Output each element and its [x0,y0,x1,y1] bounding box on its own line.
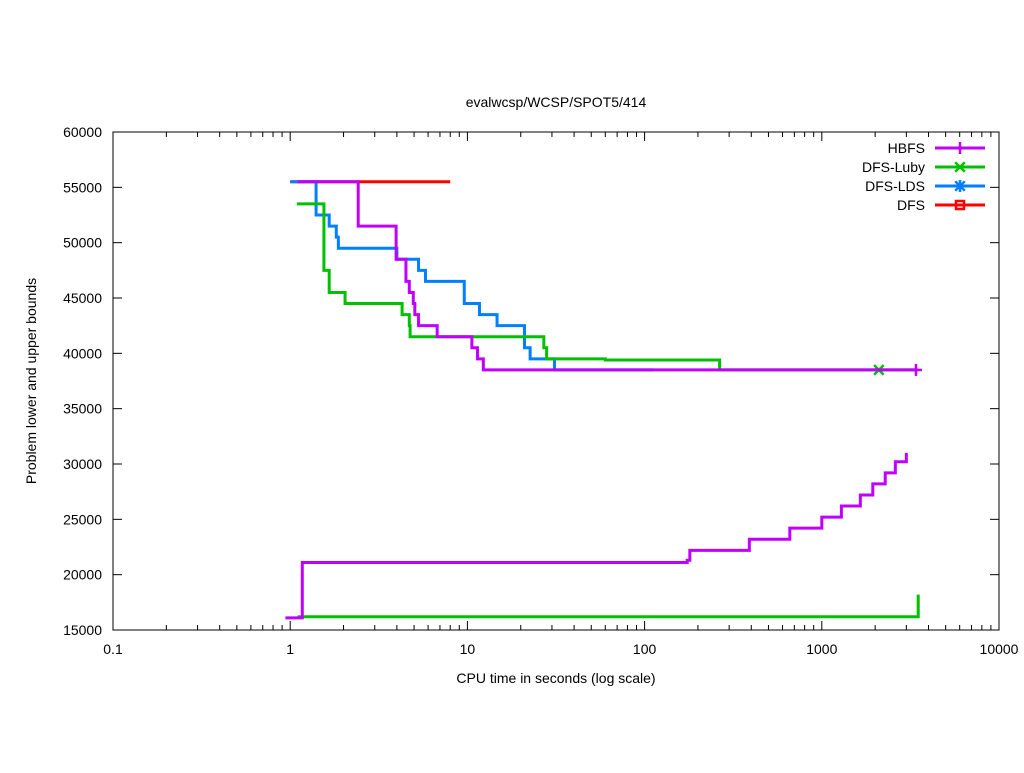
x-tick-label: 10 [460,641,476,657]
y-tick-label: 15000 [63,622,102,638]
marker-stroke [954,199,966,211]
x-tick-label: 100 [633,641,657,657]
y-tick-label: 50000 [63,235,102,251]
legend-marker-cross-icon [954,161,966,173]
x-tick-label: 1000 [806,641,837,657]
y-tick-label: 60000 [63,124,102,140]
y-tick-label: 30000 [63,456,102,472]
y-tick-label: 45000 [63,290,102,306]
x-axis-label: CPU time in seconds (log scale) [456,670,655,686]
dfs-luby-lower-bound-line [297,594,920,619]
y-tick-label: 20000 [63,567,102,583]
hbfs-lower-bound-line [285,452,908,620]
legend-label-dfs-luby: DFS-Luby [862,159,925,175]
legend-label-dfs: DFS [897,197,925,213]
legend-label-dfs-lds: DFS-LDS [865,178,925,194]
legend-marker-square-icon [954,199,966,211]
y-axis-label: Problem lower and upper bounds [23,278,39,484]
marker-stroke [954,161,966,173]
marker-stroke [954,180,966,192]
x-tick-label: 10000 [980,641,1019,657]
dfs-lds-upper-bound-line [290,180,654,372]
hbfs-marker-plus-icon [909,363,922,376]
legend-marker-plus-icon [954,142,966,154]
axes: 0.1 1 10 100 1000 10000 15000 20000 25000 30000 35… [63,124,1019,657]
y-tick-label: 40000 [63,345,102,361]
legend: HBFS DFS-Luby DFS-LDS DFS [862,140,985,213]
series-group [285,180,922,620]
legend-label-hbfs: HBFS [888,140,925,156]
x-tick-label: 1 [286,641,294,657]
plot-frame [112,131,1000,631]
dfs-luby-upper-bound-line [296,202,919,372]
hbfs-upper-bound-line [297,180,916,372]
y-tick-label: 35000 [63,401,102,417]
y-tick-label: 55000 [63,179,102,195]
chart-title: evalwcsp/WCSP/SPOT5/414 [466,94,647,110]
y-tick-label: 25000 [63,511,102,527]
x-tick-label: 0.1 [103,641,123,657]
legend-marker-star-icon [954,180,966,192]
